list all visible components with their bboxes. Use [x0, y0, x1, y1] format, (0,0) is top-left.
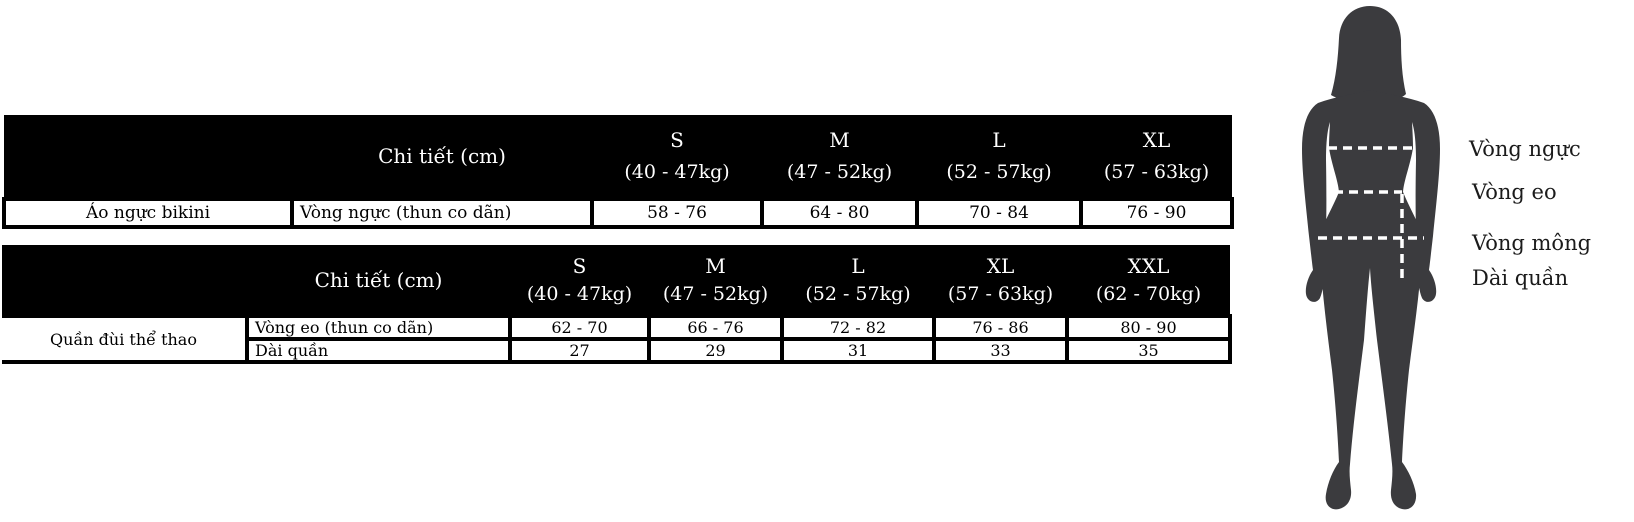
waist-measure-label: Vòng eo — [1472, 180, 1557, 204]
measure-value: 64 - 80 — [760, 197, 919, 229]
size-weight-range: (52 - 57kg) — [805, 282, 911, 305]
table1-size-l: L (52 - 57kg) — [917, 115, 1081, 199]
measure-value: 66 - 76 — [647, 314, 784, 341]
size-weight-range: (52 - 57kg) — [946, 161, 1052, 183]
table2-header-row: Chi tiết (cm) S (40 - 47kg) M (47 - 52kg… — [2, 245, 1230, 316]
size-label: S — [572, 253, 587, 278]
table2-detail-header: Chi tiết (cm) — [247, 245, 510, 316]
measure-value: 29 — [647, 337, 784, 364]
size-label: S — [670, 128, 684, 152]
table1-header-row: Chi tiết (cm) S (40 - 47kg) M (47 - 52kg… — [4, 115, 1232, 199]
measure-value: 35 — [1065, 337, 1232, 364]
size-weight-range: (40 - 47kg) — [526, 282, 633, 305]
measure-value: 70 - 84 — [915, 197, 1083, 229]
table2-data-row-length: Dài quần 27 29 31 33 35 — [2, 337, 1232, 364]
measure-value: 76 - 90 — [1079, 197, 1234, 229]
size-chart-bikini-top: Chi tiết (cm) S (40 - 47kg) M (47 - 52kg… — [2, 115, 1234, 229]
table1-size-xl: XL (57 - 63kg) — [1081, 115, 1232, 199]
size-weight-range: (47 - 52kg) — [662, 282, 769, 305]
measure-value: 62 - 70 — [508, 314, 651, 341]
size-weight-range: (57 - 63kg) — [1103, 161, 1210, 183]
table2-size-s: S (40 - 47kg) — [510, 245, 649, 316]
table2-size-xl: XL (57 - 63kg) — [934, 245, 1067, 316]
table2-size-m: M (47 - 52kg) — [649, 245, 782, 316]
product-name: Áo ngực bikini — [2, 197, 294, 229]
size-label: XL — [1142, 128, 1171, 152]
size-label: L — [992, 128, 1006, 152]
measure-value: 27 — [508, 337, 651, 364]
pant-length-measure-label: Dài quần — [1472, 266, 1569, 290]
measure-value: 72 - 82 — [780, 314, 936, 341]
table1-header-spacer — [4, 115, 292, 199]
product-name: Quần đùi thể thao — [2, 314, 249, 364]
measure-name: Vòng eo (thun co dãn) — [245, 314, 512, 341]
size-weight-range: (40 - 47kg) — [624, 161, 730, 183]
table2-size-xxl: XXL (62 - 70kg) — [1067, 245, 1230, 316]
measure-value: 76 - 86 — [932, 314, 1069, 341]
chest-measure-label: Vòng ngực — [1469, 137, 1581, 161]
table1-size-m: M (47 - 52kg) — [762, 115, 917, 199]
table1-size-s: S (40 - 47kg) — [592, 115, 762, 199]
table2-header-spacer — [2, 245, 247, 316]
size-label: XXL — [1127, 253, 1170, 278]
body-silhouette — [1302, 90, 1440, 510]
table2-size-l: L (52 - 57kg) — [782, 245, 934, 316]
size-weight-range: (47 - 52kg) — [786, 161, 893, 183]
hair-head-silhouette — [1331, 6, 1406, 101]
size-chart-sport-shorts: Chi tiết (cm) S (40 - 47kg) M (47 - 52kg… — [2, 245, 1232, 364]
size-label: L — [851, 253, 865, 278]
table2-data-row-waist: Quần đùi thể thao Vòng eo (thun co dãn) … — [2, 314, 1232, 364]
size-weight-range: (62 - 70kg) — [1095, 282, 1202, 305]
size-label: XL — [986, 253, 1015, 278]
size-label: M — [705, 253, 726, 278]
measure-name: Dài quần — [245, 337, 512, 364]
measure-value: 58 - 76 — [590, 197, 764, 229]
hip-measure-label: Vòng mông — [1472, 231, 1592, 255]
table1-detail-header: Chi tiết (cm) — [292, 115, 592, 199]
female-body-silhouette — [1302, 6, 1440, 510]
size-label: M — [829, 128, 850, 152]
size-weight-range: (57 - 63kg) — [947, 282, 1054, 305]
measure-value: 80 - 90 — [1065, 314, 1232, 341]
measure-value: 31 — [780, 337, 936, 364]
table1-data-row: Áo ngực bikini Vòng ngực (thun co dãn) 5… — [2, 197, 1234, 229]
measure-value: 33 — [932, 337, 1069, 364]
measure-name: Vòng ngực (thun co dãn) — [290, 197, 594, 229]
